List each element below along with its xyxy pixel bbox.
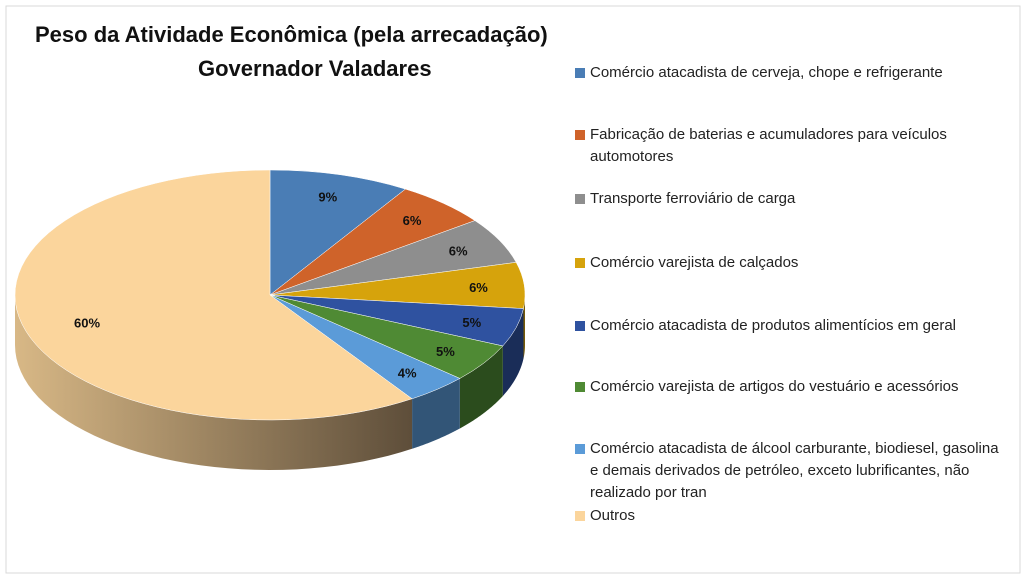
legend-item: Comércio varejista de calçados: [575, 252, 1005, 274]
legend-swatch: [575, 68, 585, 78]
legend-swatch: [575, 130, 585, 140]
legend-item: Comércio atacadista de álcool carburante…: [575, 438, 1005, 504]
slice-side: [412, 378, 460, 449]
legend-label: Comércio atacadista de álcool carburante…: [590, 440, 999, 501]
legend-swatch: [575, 321, 585, 331]
slice-side: [15, 295, 413, 470]
data-label: 6%: [449, 243, 468, 258]
legend-label: Comércio varejista de artigos do vestuár…: [590, 378, 959, 395]
slice: [269, 169, 406, 296]
legend-item: Outros: [575, 505, 1005, 527]
legend-swatch: [575, 382, 585, 392]
chart-title: Governador Valadares: [198, 56, 432, 81]
legend-item: Fabricação de baterias e acumuladores pa…: [575, 124, 1005, 168]
legend-item: Comércio varejista de artigos do vestuár…: [575, 376, 1005, 398]
legend-swatch: [575, 511, 585, 521]
legend-label: Fabricação de baterias e acumuladores pa…: [590, 126, 947, 165]
legend-swatch: [575, 258, 585, 268]
legend-item: Transporte ferroviário de carga: [575, 188, 1005, 210]
legend-label: Comércio atacadista de produtos alimentí…: [590, 317, 957, 334]
slice-side: [459, 345, 503, 429]
slice-side: [502, 308, 524, 396]
data-label: 9%: [318, 189, 337, 204]
data-label: 4%: [398, 365, 417, 380]
slice-side: [523, 295, 525, 359]
data-label: 60%: [74, 315, 100, 330]
data-label: 6%: [469, 280, 488, 295]
legend-item: Comércio atacadista de produtos alimentí…: [575, 315, 1005, 337]
data-label: 5%: [462, 315, 481, 330]
frame: [5, 5, 1021, 574]
data-label: 6%: [403, 213, 422, 228]
chart-title: Peso da Atividade Econômica (pela arreca…: [35, 22, 548, 47]
legend-label: Outros: [590, 507, 636, 524]
legend-label: Comércio atacadista de cerveja, chope e …: [590, 64, 943, 81]
data-label: 5%: [436, 344, 455, 359]
legend-label: Transporte ferroviário de carga: [590, 190, 796, 207]
legend-label: Comércio varejista de calçados: [590, 254, 799, 271]
legend-item: Comércio atacadista de cerveja, chope e …: [575, 62, 1005, 84]
slice: [14, 169, 413, 421]
legend-swatch: [575, 194, 585, 204]
legend-swatch: [575, 444, 585, 454]
